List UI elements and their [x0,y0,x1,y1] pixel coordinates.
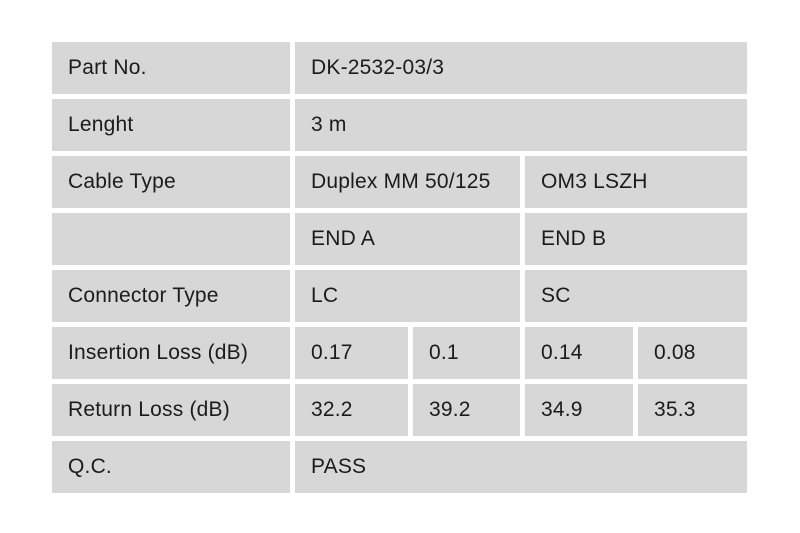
value-cell: END B [525,213,748,265]
value-cell: 0.08 [638,327,748,379]
table-row: Q.C. PASS [52,441,748,493]
value-cell: OM3 LSZH [525,156,748,208]
table-row: END A END B [52,213,748,265]
table-row: Return Loss (dB) 32.2 39.2 34.9 35.3 [52,384,748,436]
row-label: Connector Type [52,270,290,322]
row-label: Part No. [52,42,290,94]
value-cell: END A [295,213,520,265]
spec-sheet: Part No. DK-2532-03/3 Lenght 3 m Cable Type D… [47,37,752,498]
row-label: Lenght [52,99,290,151]
value-cell: 34.9 [525,384,633,436]
spec-table: Part No. DK-2532-03/3 Lenght 3 m Cable Type D… [47,37,752,498]
value-cell: 3 m [295,99,748,151]
value-cell: 32.2 [295,384,408,436]
row-label: Cable Type [52,156,290,208]
value-cell: 39.2 [413,384,520,436]
table-row: Part No. DK-2532-03/3 [52,42,748,94]
value-cell: 0.1 [413,327,520,379]
row-label [52,213,290,265]
value-cell: DK-2532-03/3 [295,42,748,94]
table-row: Cable Type Duplex MM 50/125 OM3 LSZH [52,156,748,208]
value-cell: SC [525,270,748,322]
row-label: Q.C. [52,441,290,493]
value-cell: LC [295,270,520,322]
value-cell: PASS [295,441,748,493]
value-cell: Duplex MM 50/125 [295,156,520,208]
table-row: Connector Type LC SC [52,270,748,322]
table-row: Insertion Loss (dB) 0.17 0.1 0.14 0.08 [52,327,748,379]
table-row: Lenght 3 m [52,99,748,151]
value-cell: 0.17 [295,327,408,379]
value-cell: 0.14 [525,327,633,379]
spec-table-body: Part No. DK-2532-03/3 Lenght 3 m Cable Type D… [52,42,748,493]
row-label: Return Loss (dB) [52,384,290,436]
row-label: Insertion Loss (dB) [52,327,290,379]
value-cell: 35.3 [638,384,748,436]
